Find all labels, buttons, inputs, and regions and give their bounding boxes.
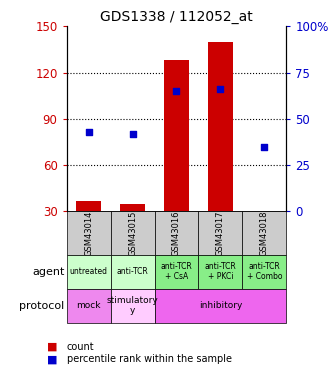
Text: percentile rank within the sample: percentile rank within the sample — [67, 354, 231, 364]
Bar — [67, 255, 111, 288]
Bar — [198, 255, 242, 288]
Bar — [111, 288, 155, 322]
Point — [86, 129, 91, 135]
Text: GSM43018: GSM43018 — [260, 210, 269, 256]
Bar — [111, 255, 155, 288]
Text: stimulatory
y: stimulatory y — [107, 296, 159, 315]
Text: ■: ■ — [47, 354, 57, 364]
Bar — [155, 211, 198, 255]
Text: anti-TCR
+ PKCi: anti-TCR + PKCi — [204, 262, 236, 281]
Text: GSM43016: GSM43016 — [172, 210, 181, 256]
Point — [130, 130, 135, 136]
Text: agent: agent — [32, 267, 64, 277]
Text: protocol: protocol — [19, 300, 64, 310]
Text: GSM43017: GSM43017 — [216, 210, 225, 256]
Bar — [242, 211, 286, 255]
Point — [174, 88, 179, 94]
Text: inhibitory: inhibitory — [199, 301, 242, 310]
Bar — [155, 255, 198, 288]
Text: untreated: untreated — [70, 267, 108, 276]
Text: GSM43015: GSM43015 — [128, 210, 137, 256]
Text: ■: ■ — [47, 342, 57, 352]
Text: count: count — [67, 342, 94, 352]
Point — [262, 144, 267, 150]
Bar — [77, 201, 101, 211]
Title: GDS1338 / 112052_at: GDS1338 / 112052_at — [100, 10, 253, 24]
Text: anti-TCR
+ Combo: anti-TCR + Combo — [247, 262, 282, 281]
Point — [218, 86, 223, 92]
Bar — [155, 288, 286, 322]
Bar — [208, 42, 232, 211]
Bar — [67, 211, 111, 255]
Bar — [121, 204, 145, 212]
Bar — [67, 288, 111, 322]
Text: anti-TCR: anti-TCR — [117, 267, 149, 276]
Text: mock: mock — [76, 301, 101, 310]
Text: anti-TCR
+ CsA: anti-TCR + CsA — [161, 262, 192, 281]
Bar — [111, 211, 155, 255]
Bar — [242, 255, 286, 288]
Text: GSM43014: GSM43014 — [84, 210, 93, 256]
Bar — [198, 211, 242, 255]
Bar — [165, 60, 188, 211]
